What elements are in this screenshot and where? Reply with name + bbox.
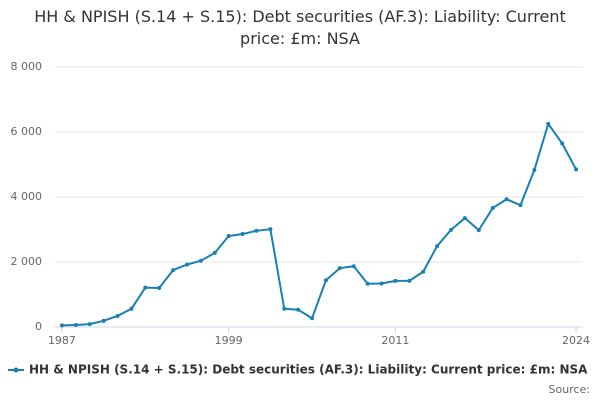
- y-tick-label: 4 000: [11, 190, 43, 203]
- data-point: [379, 281, 384, 286]
- data-point: [129, 306, 134, 311]
- y-tick-label: 2 000: [11, 255, 43, 268]
- data-point: [546, 121, 551, 126]
- data-point: [323, 278, 328, 283]
- data-point: [407, 278, 412, 283]
- x-tick-label: 2011: [381, 334, 409, 347]
- data-point: [254, 228, 259, 233]
- data-point: [310, 316, 315, 321]
- data-point: [226, 234, 231, 238]
- data-point: [212, 250, 217, 255]
- data-point: [351, 264, 356, 269]
- data-point: [198, 258, 203, 263]
- y-tick-label: 0: [35, 320, 42, 333]
- y-tick-label: 6 000: [11, 125, 43, 138]
- data-point: [171, 268, 176, 273]
- source: Source:: [549, 383, 591, 396]
- data-point: [490, 206, 495, 211]
- data-point: [421, 269, 426, 274]
- data-point: [73, 323, 78, 328]
- x-tick-label: 2024: [562, 334, 590, 347]
- series-line: [61, 121, 577, 327]
- data-point: [476, 228, 481, 233]
- data-point: [462, 216, 467, 221]
- data-point: [87, 322, 92, 327]
- data-point: [282, 306, 287, 311]
- data-point: [240, 232, 245, 237]
- data-point: [268, 227, 273, 232]
- data-point: [157, 286, 162, 290]
- data-point: [143, 285, 148, 290]
- y-tick-label: 8 000: [11, 60, 43, 73]
- data-point: [393, 278, 398, 283]
- x-tick-label: 1987: [48, 334, 76, 347]
- data-point: [59, 323, 64, 328]
- data-point: [504, 197, 509, 202]
- data-point: [532, 168, 537, 173]
- legend-marker: [13, 367, 19, 373]
- data-point: [518, 203, 523, 208]
- x-tick-label: 1999: [215, 334, 243, 347]
- data-point: [115, 313, 120, 318]
- data-point: [185, 262, 189, 267]
- data-point: [101, 318, 106, 323]
- legend-label: HH & NPISH (S.14 + S.15): Debt securitie…: [29, 363, 588, 377]
- data-point: [365, 281, 370, 286]
- data-point: [296, 307, 301, 312]
- data-point: [449, 227, 453, 232]
- data-point: [435, 244, 440, 249]
- chart-title: HH & NPISH (S.14 + S.15): Debt securitie…: [34, 7, 566, 48]
- data-point: [574, 167, 579, 172]
- data-point: [337, 266, 342, 271]
- data-point: [560, 141, 565, 146]
